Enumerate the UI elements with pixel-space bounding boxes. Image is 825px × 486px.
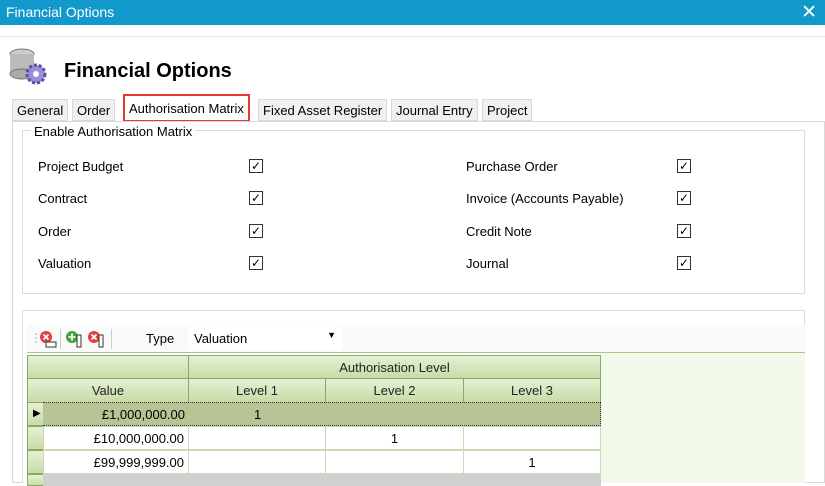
cell-level-3[interactable] <box>463 426 601 450</box>
add-column-icon[interactable] <box>65 330 83 348</box>
cell-level-2[interactable]: 1 <box>325 426 464 450</box>
cell-value[interactable]: £1,000,000.00 <box>43 403 189 425</box>
purchase-order-checkbox[interactable]: ✓ <box>677 159 691 173</box>
toolbar-grip[interactable]: ⋮ <box>30 331 42 345</box>
project-budget-label: Project Budget <box>38 159 124 174</box>
invoice-checkbox[interactable]: ✓ <box>677 191 691 205</box>
tab-journal-entry[interactable]: Journal Entry <box>391 99 478 121</box>
cell-level-3[interactable]: 1 <box>463 450 601 474</box>
tab-project[interactable]: Project <box>482 99 533 121</box>
journal-checkbox[interactable]: ✓ <box>677 256 691 270</box>
chevron-down-icon: ▼ <box>327 330 336 340</box>
cell-level-1[interactable] <box>188 426 326 450</box>
page-title: Financial Options <box>64 60 232 82</box>
project-budget-checkbox[interactable]: ✓ <box>249 159 263 173</box>
column-header-level-2[interactable]: Level 2 <box>325 378 464 403</box>
enable-authorisation-group <box>22 130 805 294</box>
journal-label: Journal <box>466 256 509 271</box>
row-header[interactable] <box>27 450 44 474</box>
cell-value[interactable]: £99,999,999.00 <box>43 450 189 474</box>
order-checkbox[interactable]: ✓ <box>249 224 263 238</box>
coins-gear-icon <box>9 48 47 85</box>
current-row-arrow-icon: ▶ <box>33 408 41 419</box>
column-header-level-3[interactable]: Level 3 <box>463 378 601 403</box>
credit-note-label: Credit Note <box>466 224 532 239</box>
invoice-label: Invoice (Accounts Payable) <box>466 191 624 206</box>
credit-note-checkbox[interactable]: ✓ <box>677 224 691 238</box>
new-row[interactable] <box>43 474 601 486</box>
valuation-checkbox[interactable]: ✓ <box>249 256 263 270</box>
cell-value[interactable]: £10,000,000.00 <box>43 426 189 450</box>
tab-order[interactable]: Order <box>72 99 116 121</box>
tab-fixed-asset-register[interactable]: Fixed Asset Register <box>258 99 388 121</box>
cell-level-2[interactable] <box>325 450 464 474</box>
cell-level-1[interactable]: 1 <box>188 403 326 425</box>
cell-level-2[interactable] <box>325 403 464 425</box>
cell-level-1[interactable] <box>188 450 326 474</box>
tab-general[interactable]: General <box>12 99 69 121</box>
grid-background <box>601 353 805 483</box>
grid-toolbar: ⋮ <box>27 325 805 353</box>
delete-row-icon[interactable] <box>39 330 57 348</box>
type-select[interactable]: Valuation ▼ <box>188 326 342 350</box>
row-header[interactable] <box>27 426 44 450</box>
purchase-order-label: Purchase Order <box>466 159 558 174</box>
row-header[interactable]: ▶ <box>27 402 44 426</box>
group-legend: Enable Authorisation Matrix <box>31 124 196 139</box>
toolbar-separator <box>60 329 61 349</box>
cell-level-3[interactable] <box>463 403 600 425</box>
column-header-value[interactable]: Value <box>27 378 189 403</box>
delete-column-icon[interactable] <box>87 330 105 348</box>
toolbar-separator <box>111 329 112 349</box>
divider <box>0 36 825 37</box>
close-icon[interactable]: ✕ <box>801 2 817 23</box>
type-label: Type <box>146 331 175 346</box>
contract-checkbox[interactable]: ✓ <box>249 191 263 205</box>
order-label: Order <box>38 224 72 239</box>
tab-authorisation-matrix[interactable]: Authorisation Matrix <box>123 94 250 122</box>
valuation-label: Valuation <box>38 256 92 271</box>
column-header-level-1[interactable]: Level 1 <box>188 378 326 403</box>
contract-label: Contract <box>38 191 88 206</box>
window-title: Financial Options <box>6 4 115 20</box>
new-row-header[interactable] <box>27 474 44 486</box>
grid-corner-header <box>27 355 189 379</box>
type-select-value: Valuation <box>194 331 248 346</box>
authorisation-level-header: Authorisation Level <box>188 355 601 379</box>
title-bar: Financial Options ✕ <box>0 0 825 25</box>
